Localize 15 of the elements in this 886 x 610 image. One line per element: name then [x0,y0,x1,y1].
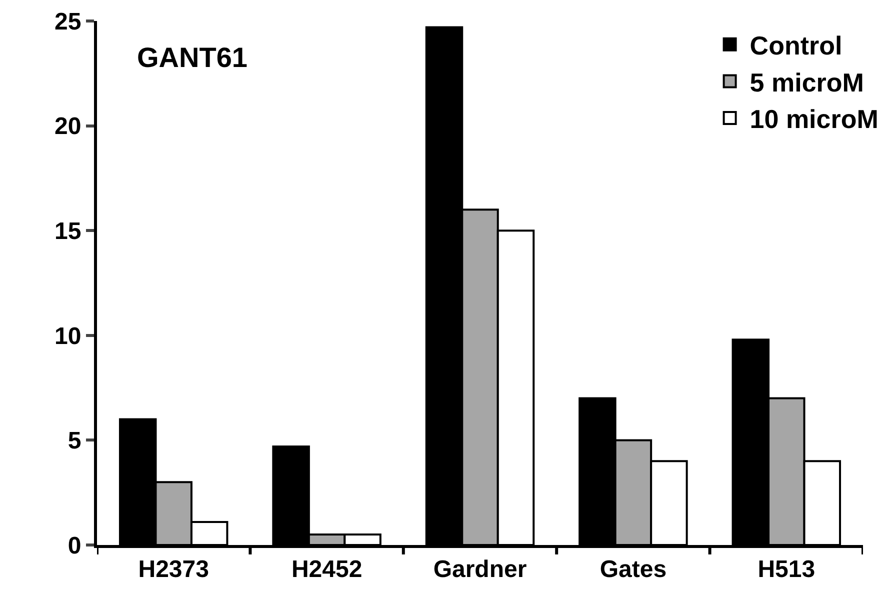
y-tick-label: 20 [54,113,82,140]
y-tick-label: 25 [54,8,82,36]
annotation: GANT61 [137,42,248,73]
y-tick-label: 0 [68,532,82,560]
x-tick-label: H2452 [291,556,362,583]
legend-label: Control [750,30,842,61]
legend-label: 10 microM [750,104,878,134]
y-tick-label: 10 [54,322,82,350]
x-tick-label: H513 [758,556,816,583]
x-tick-label: Gates [600,556,667,583]
x-tick-label: H2373 [138,556,209,583]
y-tick-label: 5 [68,428,82,455]
y-tick-label: 15 [54,218,82,245]
legend-label: 5 microM [750,67,864,98]
x-tick-label: Gardner [433,556,527,583]
